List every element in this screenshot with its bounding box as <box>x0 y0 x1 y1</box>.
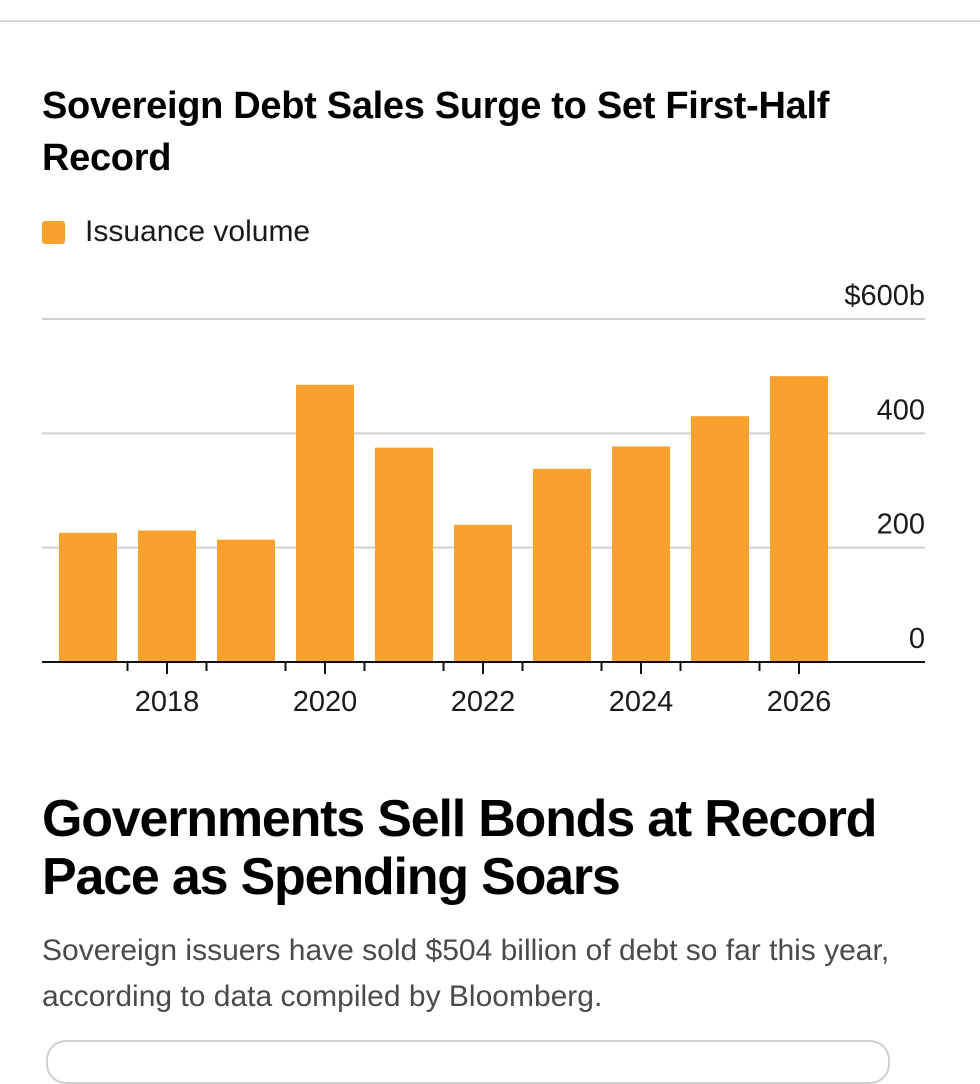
next-card[interactable] <box>46 1040 890 1084</box>
bar-2022[interactable] <box>454 524 512 662</box>
x-tick-label: 2022 <box>451 686 516 718</box>
x-tick-label: 2024 <box>609 686 674 718</box>
y-tick-label: 200 <box>877 509 925 541</box>
bar-2023[interactable] <box>533 468 591 662</box>
bar-2020[interactable] <box>296 384 354 662</box>
top-divider <box>0 20 980 22</box>
y-tick-label: 0 <box>909 623 925 655</box>
bar-chart: 0 200 400 $600b 2018 2020 2022 2024 2026 <box>42 280 925 718</box>
x-tick-label: 2018 <box>135 686 200 718</box>
legend-swatch <box>42 220 65 244</box>
legend-label: Issuance volume <box>85 215 311 248</box>
chart-legend: Issuance volume <box>42 210 310 254</box>
bar-2024[interactable] <box>612 446 670 662</box>
x-axis <box>42 661 925 674</box>
bar-2025[interactable] <box>691 416 749 662</box>
y-tick-label: $600b <box>844 280 925 312</box>
bar-2017[interactable] <box>59 532 117 662</box>
x-tick-label: 2026 <box>767 686 832 718</box>
bar-2026[interactable] <box>770 376 828 662</box>
y-tick-label: 400 <box>877 394 925 426</box>
article-summary: Sovereign issuers have sold $504 billion… <box>42 934 890 1013</box>
bars <box>59 376 828 662</box>
axis-labels: 0 200 400 $600b 2018 2020 2022 2024 2026 <box>135 280 925 718</box>
chart-title: Sovereign Debt Sales Surge to Set First-… <box>42 85 830 179</box>
bar-2018[interactable] <box>138 530 196 662</box>
article-headline[interactable]: Governments Sell Bonds at Record Pace as… <box>42 790 877 906</box>
x-tick-label: 2020 <box>293 686 358 718</box>
bar-2019[interactable] <box>217 539 275 662</box>
bar-2021[interactable] <box>375 447 433 662</box>
